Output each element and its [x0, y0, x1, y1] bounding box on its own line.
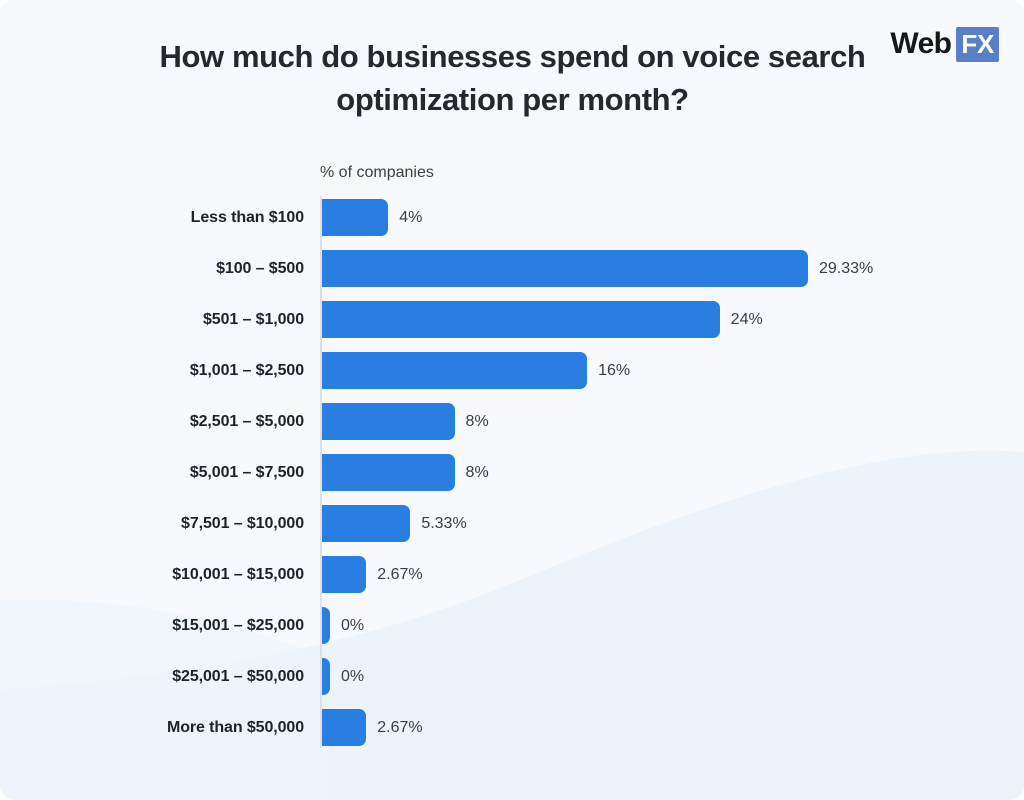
bar-value-label: 5.33%: [421, 514, 467, 532]
bar-category-label: $100 – $500: [216, 259, 304, 277]
bar-category-label: $15,001 – $25,000: [172, 616, 304, 634]
bar-value-label: 2.67%: [377, 565, 423, 583]
bar: [322, 607, 330, 644]
page-title: How much do businesses spend on voice se…: [159, 39, 866, 117]
bar-group: 8%: [322, 454, 489, 491]
bar-chart-row: $7,501 – $10,000 5.33%: [0, 505, 1024, 542]
bar-category-label: $2,501 – $5,000: [189, 412, 304, 430]
bar-group: 24%: [322, 301, 763, 338]
bar: [322, 454, 455, 491]
bar: [322, 505, 411, 542]
bar-value-label: 29.33%: [818, 259, 874, 277]
bar-group: 4%: [322, 199, 422, 236]
bar-value-label: 8%: [465, 463, 489, 481]
bar-group: 0%: [322, 607, 364, 644]
bar-chart-row: $15,001 – $25,000 0%: [0, 607, 1024, 644]
bar-group: 0%: [322, 658, 364, 695]
bar-chart-rows: Less than $100 4% $100 – $500 29.33% $501 – …: [0, 199, 1024, 760]
x-axis-title: % of companies: [320, 164, 434, 181]
bar: [322, 250, 808, 287]
bar-value-label: 4%: [399, 208, 423, 226]
bar-category-label: $501 – $1,000: [202, 310, 304, 328]
bar-chart-row: $5,001 – $7,500 8%: [0, 454, 1024, 491]
bar-value-label: 0%: [341, 667, 365, 685]
bar-group: 2.67%: [322, 709, 423, 746]
bar-value-label: 0%: [341, 616, 365, 634]
bar-chart-row: $501 – $1,000 24%: [0, 301, 1024, 338]
bar-group: 8%: [322, 403, 489, 440]
bar-chart-row: $10,001 – $15,000 2.67%: [0, 556, 1024, 593]
bar: [322, 403, 455, 440]
bar-value-label: 2.67%: [377, 718, 423, 736]
bar: [322, 301, 720, 338]
bar-category-label: Less than $100: [190, 208, 304, 226]
bar-category-label: $5,001 – $7,500: [189, 463, 304, 481]
bar: [322, 556, 367, 593]
webfx-logo: Web FX: [890, 26, 999, 62]
bar: [322, 352, 588, 389]
bar-group: 2.67%: [322, 556, 423, 593]
bar-chart-row: $2,501 – $5,000 8%: [0, 403, 1024, 440]
bar-category-label: $10,001 – $15,000: [172, 565, 304, 583]
bar: [322, 709, 367, 746]
bar-category-label: $1,001 – $2,500: [189, 361, 304, 379]
bar-value-label: 8%: [465, 412, 489, 430]
bar-category-label: $7,501 – $10,000: [181, 514, 304, 532]
bar-chart-row: $100 – $500 29.33%: [0, 250, 1024, 287]
bar-chart-row: More than $50,000 2.67%: [0, 709, 1024, 746]
bar-value-label: 16%: [598, 361, 631, 379]
logo-word-fx: FX: [956, 26, 999, 62]
bar-group: 5.33%: [322, 505, 467, 542]
bar: [322, 199, 389, 236]
y-axis-line: [320, 196, 322, 748]
bar-category-label: More than $50,000: [166, 718, 304, 736]
bar-value-label: 24%: [730, 310, 763, 328]
bar-chart-row: $25,001 – $50,000 0%: [0, 658, 1024, 695]
bar: [322, 658, 330, 695]
bar-group: 16%: [322, 352, 630, 389]
bar-category-label: $25,001 – $50,000: [172, 667, 304, 685]
logo-word-web: Web: [890, 27, 952, 60]
bar-chart-row: Less than $100 4%: [0, 199, 1024, 236]
bar-group: 29.33%: [322, 250, 873, 287]
bar-chart-row: $1,001 – $2,500 16%: [0, 352, 1024, 389]
